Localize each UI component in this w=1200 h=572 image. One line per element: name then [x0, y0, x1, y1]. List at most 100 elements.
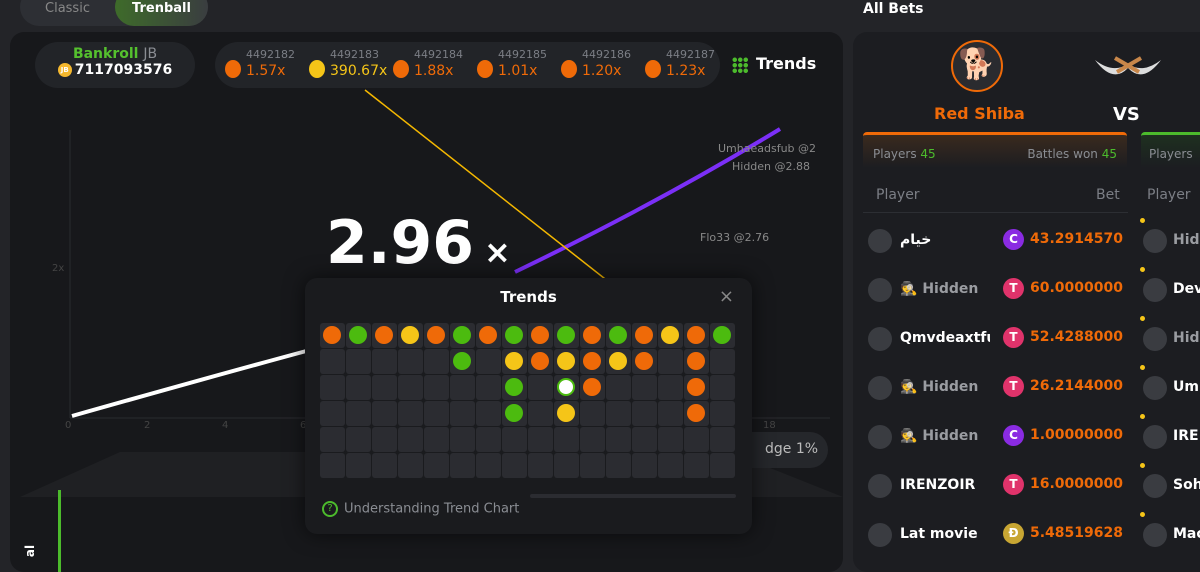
trend-cell	[528, 375, 553, 400]
history-item[interactable]: 4492182 1.57x	[222, 48, 306, 84]
bet-row[interactable]: خيام C 43.2914570 Hidden	[853, 218, 1200, 261]
multiplier-value: 2.96	[326, 208, 475, 278]
game-multiplier: 1.23x	[666, 63, 706, 79]
status-dot	[1140, 414, 1145, 419]
trend-dot	[609, 352, 627, 370]
trend-cell	[658, 349, 683, 374]
bet-row[interactable]: 🕵 Hidden C 1.00000000 IRE	[853, 414, 1200, 457]
game-multiplier: 1.88x	[414, 63, 454, 79]
trend-cell	[632, 453, 657, 478]
trend-dot	[401, 326, 419, 344]
trends-label: Trends	[756, 54, 817, 73]
history-item[interactable]: 4492183 390.67x	[306, 48, 390, 84]
purple-curve	[514, 127, 782, 274]
trend-dot	[505, 352, 523, 370]
trend-cell	[528, 323, 553, 348]
trends-button[interactable]: Trends	[732, 54, 816, 73]
cashout-label: Flo33 @2.76	[700, 231, 770, 244]
tab-trenball[interactable]: Trenball	[115, 0, 208, 26]
trend-dot	[557, 378, 575, 396]
result-dot-icon	[645, 60, 661, 78]
history-item[interactable]: 4492187 1.23x	[642, 48, 726, 84]
trend-cell	[554, 375, 579, 400]
bet-amount: 1.00000000	[1030, 427, 1123, 443]
trend-cell	[710, 453, 735, 478]
trend-cell	[606, 323, 631, 348]
trend-dot	[609, 326, 627, 344]
trend-cell	[320, 401, 345, 426]
trend-cell	[372, 323, 397, 348]
bet-row[interactable]: Lat movie Đ 5.48519628 Mac	[853, 512, 1200, 555]
player-name: خيام	[900, 232, 932, 248]
game-id: 4492183	[330, 48, 379, 61]
trend-dot	[557, 404, 575, 422]
understanding-trend-link[interactable]: ? Understanding Trend Chart	[322, 501, 519, 517]
trend-cell	[346, 401, 371, 426]
trend-cell	[502, 453, 527, 478]
trend-cell	[398, 349, 423, 374]
horizontal-scrollbar[interactable]	[530, 494, 736, 498]
trend-cell	[372, 349, 397, 374]
avatar	[868, 523, 892, 547]
game-id: 4492184	[414, 48, 463, 61]
trend-cell	[320, 453, 345, 478]
history-item[interactable]: 4492186 1.20x	[558, 48, 642, 84]
trend-cell	[450, 375, 475, 400]
team-name: Red Shiba	[934, 104, 1025, 123]
trend-cell	[606, 375, 631, 400]
trend-cell	[372, 427, 397, 452]
trend-cell	[424, 349, 449, 374]
divider	[863, 212, 1128, 213]
x-tick: 4	[222, 420, 229, 431]
x-tick: 6	[300, 420, 307, 431]
jb-coin-icon: JB	[57, 63, 72, 77]
currency-icon: T	[1003, 327, 1024, 348]
trend-cell	[476, 453, 501, 478]
trend-cell	[424, 323, 449, 348]
bet-row[interactable]: Qmvdeaxtful T 52.4288000 Hidden	[853, 316, 1200, 359]
bet-amount: 26.2144000	[1030, 378, 1123, 394]
close-icon[interactable]: ×	[718, 286, 734, 307]
x-tick: 18	[763, 420, 776, 431]
player-name-2: Dev	[1173, 281, 1200, 297]
trend-cell	[684, 401, 709, 426]
trend-cell	[476, 349, 501, 374]
game-id: 4492187	[666, 48, 715, 61]
bet-amount: 5.48519628	[1030, 525, 1123, 541]
bet-row[interactable]: 🕵 Hidden T 26.2144000 Um	[853, 365, 1200, 408]
avatar	[868, 229, 892, 253]
trend-cell	[580, 453, 605, 478]
cashout-label: Umhaeadsfub @2	[718, 142, 817, 155]
history-item[interactable]: 4492185 1.01x	[474, 48, 558, 84]
bet-row[interactable]: 🕵 Hidden T 60.0000000 Dev	[853, 267, 1200, 310]
bet-amount: 43.2914570	[1030, 231, 1123, 247]
bottom-label: al	[23, 544, 38, 558]
team-stats: Players 45 Battles won 45	[863, 132, 1127, 168]
trend-cell	[710, 323, 735, 348]
tab-classic[interactable]: Classic	[45, 1, 90, 16]
trend-dot	[583, 352, 601, 370]
trends-modal: Trends × ? Understanding Trend Chart	[305, 278, 752, 534]
trend-cell	[424, 427, 449, 452]
result-dot-icon	[225, 60, 241, 78]
bet-row[interactable]: IRENZOIR T 16.0000000 Soh	[853, 463, 1200, 506]
status-dot	[1140, 512, 1145, 517]
trend-cell	[476, 375, 501, 400]
battles-won-label: Battles won	[1027, 147, 1098, 161]
trend-cell	[424, 401, 449, 426]
history-item[interactable]: 4492184 1.88x	[390, 48, 474, 84]
trend-cell	[502, 401, 527, 426]
trend-cell	[372, 453, 397, 478]
trend-cell	[606, 401, 631, 426]
player-name-2: Soh	[1173, 477, 1200, 493]
battles-won-count: 45	[1101, 147, 1117, 161]
trend-cell	[554, 323, 579, 348]
trend-dot	[453, 326, 471, 344]
trend-cell	[398, 453, 423, 478]
team2-stats: Players	[1141, 132, 1200, 168]
trend-cell	[710, 375, 735, 400]
trend-cell	[658, 427, 683, 452]
trend-dot	[583, 378, 601, 396]
player-header-2: Player	[1147, 187, 1191, 203]
trend-cell	[450, 349, 475, 374]
